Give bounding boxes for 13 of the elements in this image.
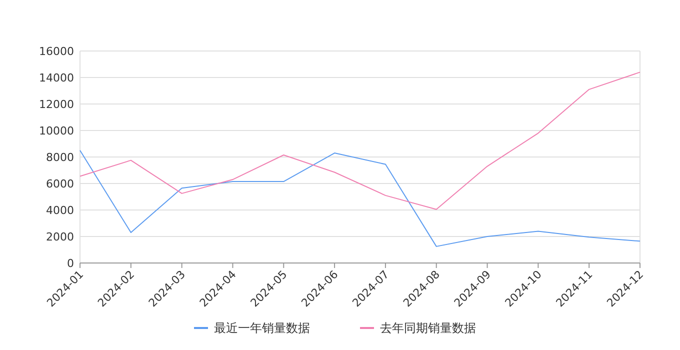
legend-label: 去年同期销量数据 <box>380 321 476 335</box>
y-tick-label: 4000 <box>46 204 74 217</box>
y-tick-label: 0 <box>67 257 74 270</box>
y-tick-label: 10000 <box>39 124 74 138</box>
legend-label: 最近一年销量数据 <box>214 321 310 335</box>
y-tick-label: 6000 <box>46 178 74 190</box>
line-series <box>80 72 640 210</box>
y-tick-label: 2000 <box>46 230 74 244</box>
y-tick-label: 14000 <box>39 72 74 84</box>
y-tick-label: 16000 <box>39 45 74 58</box>
y-tick-label: 12000 <box>39 98 74 111</box>
line-series <box>80 150 640 247</box>
y-tick-label: 8000 <box>46 151 74 164</box>
